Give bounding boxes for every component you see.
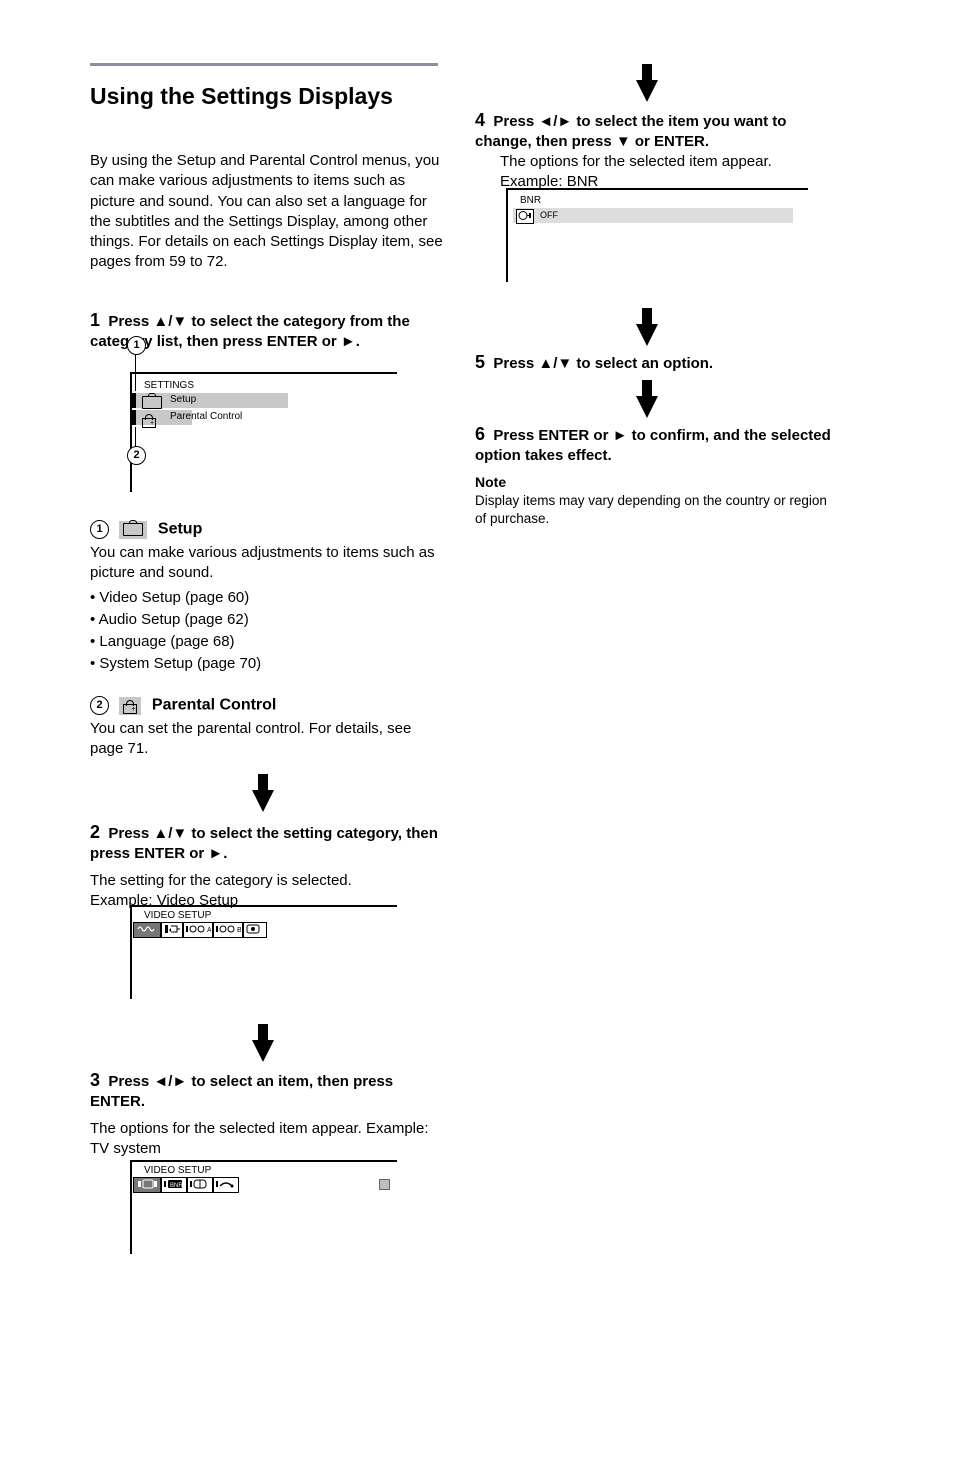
desc-2: 2 + Parental Control You can set the par… bbox=[90, 696, 445, 760]
step-4-bold: Press ◄/► to select the item you want to… bbox=[475, 113, 786, 150]
step-4-rest: The options for the selected item appear… bbox=[500, 152, 835, 193]
menu-row-setup-label: Setup bbox=[170, 394, 196, 405]
step-4-num: 4 bbox=[475, 110, 485, 130]
step-6-num: 6 bbox=[475, 424, 485, 444]
note-body: Display items may vary depending on the … bbox=[475, 492, 835, 528]
arrow-down-r3 bbox=[636, 396, 658, 418]
list2-cell-3: A bbox=[183, 922, 213, 938]
step-2-num: 2 bbox=[90, 822, 100, 842]
step-3-rest: The options for the selected item appear… bbox=[90, 1119, 445, 1160]
desc-1-bul1: • Video Setup (page 60) bbox=[90, 588, 445, 608]
desc-1-title: Setup bbox=[158, 521, 202, 538]
menu-row-parental-icon: + bbox=[142, 411, 156, 429]
step-6-bold: Press ENTER or ► to confirm, and the sel… bbox=[475, 427, 831, 464]
desc-1-num: 1 bbox=[90, 520, 109, 539]
desc-1-body: You can make various adjustments to item… bbox=[90, 543, 445, 584]
list2-cell-2 bbox=[161, 922, 183, 938]
menu-callout-1: 1 bbox=[127, 336, 146, 355]
desc-2-num: 2 bbox=[90, 696, 109, 715]
bnr-menu-item: OFF bbox=[540, 210, 558, 220]
desc-2-body: You can set the parental control. For de… bbox=[90, 719, 445, 760]
svg-text:B: B bbox=[237, 927, 241, 934]
desc-1-bul3: • Language (page 68) bbox=[90, 632, 445, 652]
step-4: 4 Press ◄/► to select the item you want … bbox=[475, 108, 835, 153]
arrow-down-r1 bbox=[636, 80, 658, 102]
parental-icon: + bbox=[119, 697, 141, 715]
step-2-rest-a: The setting for the category is selected… bbox=[90, 871, 445, 891]
section-rule bbox=[90, 63, 438, 66]
list3-cell-1 bbox=[133, 1177, 161, 1193]
list2-cell-1 bbox=[133, 922, 161, 938]
menu-row-setup-icon bbox=[142, 394, 162, 412]
step-2-bold: Press ▲/▼ to select the setting category… bbox=[90, 825, 438, 862]
list3-right-square bbox=[379, 1179, 390, 1190]
list2-cell-5 bbox=[243, 922, 267, 938]
step-5: 5 Press ▲/▼ to select an option. bbox=[475, 350, 835, 374]
menu-callout-2: 2 bbox=[127, 446, 146, 465]
bnr-icon bbox=[516, 209, 534, 224]
step-6: 6 Press ENTER or ► to confirm, and the s… bbox=[475, 422, 835, 467]
list3-cell-2: BNR bbox=[161, 1177, 187, 1193]
intro-text: By using the Setup and Parental Control … bbox=[90, 151, 445, 273]
desc-1-bul4: • System Setup (page 70) bbox=[90, 654, 445, 674]
list2-cell-4: B bbox=[213, 922, 243, 938]
step-5-bold: Press ▲/▼ to select an option. bbox=[493, 355, 713, 372]
settings-menu-title: SETTINGS bbox=[144, 380, 194, 391]
bnr-menu-title: BNR bbox=[520, 195, 541, 206]
step-3: 3 Press ◄/► to select an item, then pres… bbox=[90, 1068, 445, 1159]
step-5-num: 5 bbox=[475, 352, 485, 372]
step-3-bold: Press ◄/► to select an item, then press … bbox=[90, 1073, 393, 1110]
callout-line-2 bbox=[135, 427, 136, 447]
video-setup-row-2: BNR bbox=[133, 1177, 393, 1193]
step-1-num: 1 bbox=[90, 310, 100, 330]
setup-icon bbox=[119, 521, 147, 539]
bnr-menu-box bbox=[506, 188, 808, 282]
desc-2-title: Parental Control bbox=[152, 697, 276, 714]
list3-cell-4 bbox=[213, 1177, 239, 1193]
video-setup-title-1: VIDEO SETUP bbox=[144, 910, 211, 921]
svg-text:BNR: BNR bbox=[170, 1183, 183, 1189]
arrow-down-1 bbox=[252, 790, 274, 812]
note-heading: Note bbox=[475, 474, 506, 490]
desc-1: 1 Setup You can make various adjustments… bbox=[90, 520, 445, 677]
page-title: Using the Settings Displays bbox=[90, 82, 393, 111]
list3-cell-3 bbox=[187, 1177, 213, 1193]
step-2: 2 Press ▲/▼ to select the setting catego… bbox=[90, 820, 445, 911]
desc-1-bul2: • Audio Setup (page 62) bbox=[90, 610, 445, 630]
video-setup-row-1: A B bbox=[133, 922, 393, 938]
step-3-num: 3 bbox=[90, 1070, 100, 1090]
arrow-down-r2 bbox=[636, 324, 658, 346]
video-setup-title-2: VIDEO SETUP bbox=[144, 1165, 211, 1176]
arrow-down-2 bbox=[252, 1040, 274, 1062]
menu-row-parental-label: Parental Control bbox=[170, 411, 242, 422]
svg-text:A: A bbox=[207, 927, 211, 934]
